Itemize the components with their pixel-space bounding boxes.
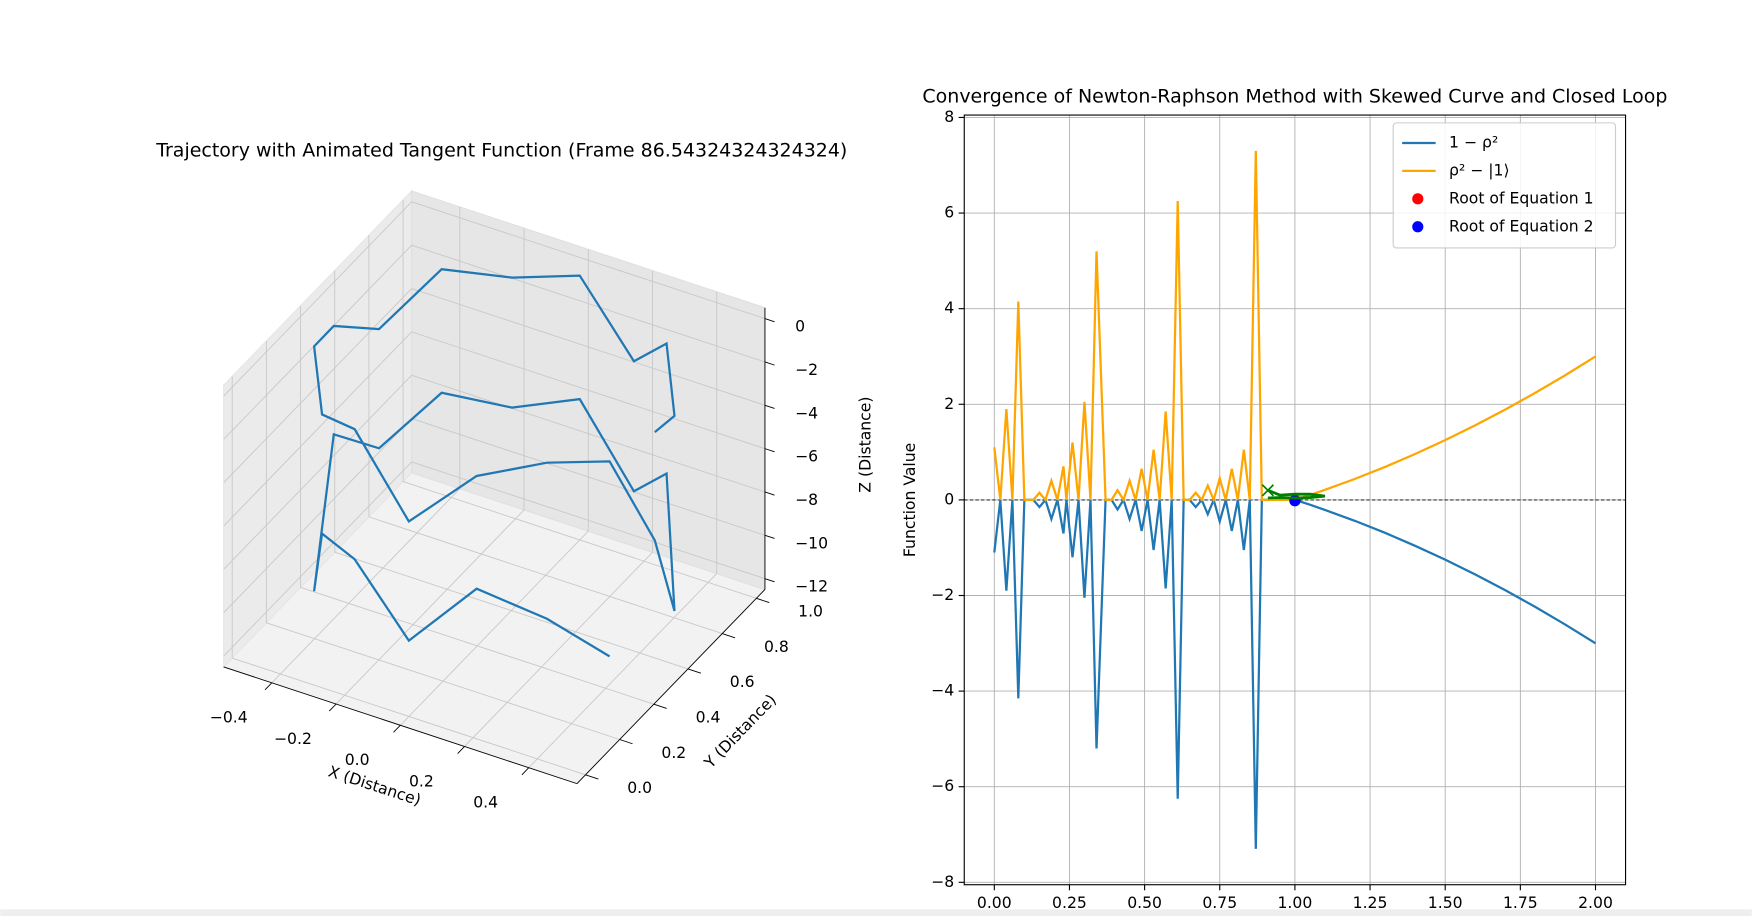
grid-line <box>271 488 461 684</box>
x-tick-label: 0.0 <box>345 750 370 769</box>
grid-line <box>223 201 412 397</box>
legend-box <box>1392 122 1617 249</box>
z-tick-label: 0 <box>795 317 805 336</box>
y-axis <box>576 589 766 784</box>
legend-marker <box>1412 221 1424 233</box>
chart-title: Trajectory with Animated Tangent Functio… <box>155 139 847 161</box>
grid-line <box>266 622 620 740</box>
z-axis-label: Z (Distance) <box>855 397 874 493</box>
y-tick-label: −4 <box>931 681 954 700</box>
grid-line <box>464 552 653 747</box>
trajectory <box>312 268 676 658</box>
x-tick-label: 0.25 <box>1052 893 1087 912</box>
grid-line <box>300 587 654 705</box>
x-tick <box>328 703 337 712</box>
y-tick <box>585 774 599 780</box>
y-tick <box>756 597 770 603</box>
x-tick-label: 0.2 <box>409 771 434 790</box>
grid-line <box>399 530 589 726</box>
grid-line <box>411 374 766 493</box>
grid-line <box>223 418 412 614</box>
y-tick-label: 0.8 <box>764 637 789 656</box>
plot-frame <box>963 114 1627 886</box>
z-tick <box>764 361 775 366</box>
bottom-bar <box>0 909 1752 916</box>
series-line <box>993 150 1597 504</box>
y-tick-label: 0.0 <box>627 778 652 797</box>
x-tick-label: 0.00 <box>977 893 1012 912</box>
grid-line <box>223 331 412 527</box>
legend-label: 1 − ρ² <box>1449 132 1498 151</box>
y-tick-label: 4 <box>944 298 954 317</box>
x-tick-label: 0.75 <box>1202 893 1237 912</box>
x-tick-label: 2.00 <box>1578 893 1613 912</box>
z-tick <box>764 318 775 323</box>
y-tick <box>619 739 633 745</box>
closed-loop <box>1267 488 1326 500</box>
grid-line <box>232 657 586 776</box>
x-axis <box>223 666 578 785</box>
z-tick <box>764 578 775 583</box>
z-tick-label: −6 <box>795 447 818 466</box>
grid-line <box>334 551 689 670</box>
legend-label: Root of Equation 1 <box>1449 188 1594 207</box>
legend-label: Root of Equation 2 <box>1449 216 1594 235</box>
z-tick-label: −10 <box>795 533 828 552</box>
grid-line <box>411 418 766 536</box>
grid-line <box>368 516 723 635</box>
y-tick-label: 0.6 <box>730 672 755 691</box>
z-tick-label: −12 <box>795 577 828 596</box>
y-tick-label: 6 <box>944 203 954 222</box>
z-tick-label: −4 <box>795 403 818 422</box>
x-tick-label: 1.75 <box>1503 893 1538 912</box>
x-tick-label: 0.50 <box>1127 893 1162 912</box>
y-tick <box>687 668 702 674</box>
grid-line <box>223 374 412 570</box>
grid-line <box>411 331 766 450</box>
x-tick-label: 1.25 <box>1353 893 1388 912</box>
z-tick <box>764 404 775 409</box>
y-tick-label: 0.4 <box>696 707 721 726</box>
y-tick-label: 2 <box>944 394 954 413</box>
x-tick <box>264 682 273 691</box>
y-tick-label: −2 <box>931 585 954 604</box>
x-tick-label: 1.00 <box>1278 893 1313 912</box>
grid-line <box>335 509 525 705</box>
chart-title: Convergence of Newton-Raphson Method wit… <box>922 86 1667 108</box>
y-tick <box>653 703 667 709</box>
grid-line <box>411 244 766 363</box>
x-tick-label: −0.2 <box>274 729 312 748</box>
x-tick-label: 1.50 <box>1428 893 1463 912</box>
z-tick <box>764 448 775 453</box>
x-tick <box>521 767 530 776</box>
z-tick-label: −2 <box>795 360 818 379</box>
z-tick <box>764 491 775 496</box>
y-axis-label: Function Value <box>900 443 919 557</box>
grid-line <box>528 573 718 769</box>
x-tick-label: −0.4 <box>210 708 248 727</box>
legend: 1 − ρ² ρ² − |1⟩ Root of Equation 1 Root of … <box>1392 122 1617 249</box>
z-tick-label: −8 <box>795 490 818 509</box>
y-tick-label: 8 <box>944 107 954 126</box>
x-tick <box>457 746 465 754</box>
y-tick-label: 1.0 <box>798 602 823 621</box>
y-tick-label: −8 <box>931 872 954 891</box>
y-tick-label: 0 <box>944 489 954 508</box>
z-tick <box>764 534 775 539</box>
grid-line <box>402 481 757 599</box>
legend-marker <box>1412 193 1424 205</box>
grid-line <box>411 288 766 406</box>
y-tick-label: −6 <box>931 776 954 795</box>
legend-label: ρ² − |1⟩ <box>1449 160 1510 179</box>
y-tick <box>722 633 736 639</box>
y-tick-label: 0.2 <box>661 743 686 762</box>
x-tick-label: 0.4 <box>473 793 498 812</box>
grid-line <box>411 201 766 320</box>
x-tick <box>393 724 401 733</box>
loop-start-marker <box>1261 484 1275 497</box>
